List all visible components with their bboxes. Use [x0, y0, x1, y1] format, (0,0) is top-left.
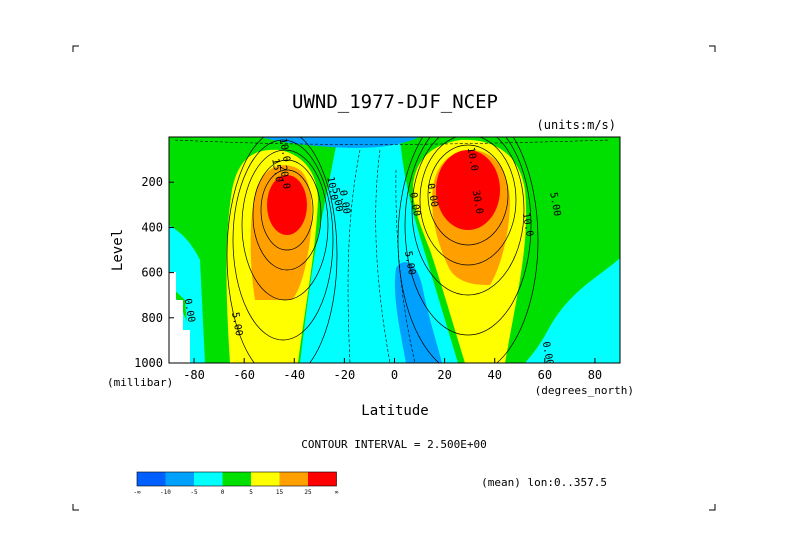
contour-label: 10.0 [465, 146, 480, 172]
y-tick-label: 600 [141, 266, 163, 280]
colorbar-swatch [137, 472, 166, 486]
contour-interval: CONTOUR INTERVAL = 2.500E+00 [301, 438, 486, 451]
crop-marks [72, 45, 716, 511]
contour-label: 5.00 [547, 192, 562, 218]
x-tick-label: 60 [538, 368, 552, 382]
contour-label: 10.0 [520, 212, 535, 238]
colorbar-swatch [222, 472, 251, 486]
x-tick-label: 80 [588, 368, 602, 382]
y-tick-label: 800 [141, 311, 163, 325]
blue-region-upper [260, 137, 420, 148]
x-tick-label: -20 [334, 368, 356, 382]
x-tick-label: 20 [437, 368, 451, 382]
contour-label: 0.00 [425, 183, 440, 209]
contour-label: 10.0 [277, 137, 292, 163]
contour-label: 0.00 [540, 341, 555, 367]
x-tick-label: 0 [391, 368, 398, 382]
colorbar-swatch [194, 472, 223, 486]
colorbar-swatch [308, 472, 337, 486]
colorbar-label: 25 [304, 489, 312, 496]
colorbar-label: -10 [160, 489, 171, 496]
red-core-south [267, 175, 307, 235]
colorbar-swatch [165, 472, 194, 486]
y-tick-label: 400 [141, 220, 163, 234]
colorbar-frame [136, 471, 337, 487]
y-axis-unit: (millibar) [107, 376, 173, 389]
colorbar-label: ∞ [335, 489, 339, 496]
missing-data-patch [169, 272, 190, 363]
colorbar-label: 0 [221, 489, 225, 496]
x-axis-label: Latitude [361, 403, 428, 419]
contour-label: 0.00 [407, 192, 422, 218]
contour-label: 0.00 [181, 298, 196, 324]
x-tick-label: -80 [183, 368, 205, 382]
x-tick-label: 40 [487, 368, 501, 382]
x-tick-label: -40 [283, 368, 305, 382]
contour-label: 5.00 [229, 311, 244, 337]
colorbar-label: 15 [276, 489, 284, 496]
contour-label: 10.0 [324, 176, 339, 202]
contour-label: 5.00 [402, 250, 417, 276]
contour-label: 5.00 [329, 187, 344, 213]
contour-label: 30.0 [470, 189, 485, 215]
y-axis-label: Level [110, 229, 126, 271]
colorbar-swatch [279, 472, 308, 486]
x-axis: -80 -60 -40 -20 0 20 40 60 80 [183, 358, 602, 382]
contour-label: 20.0 [277, 164, 292, 190]
colorbar-swatch [251, 472, 280, 486]
y-tick-label: 200 [141, 175, 163, 189]
contour-label: 0.00 [337, 189, 352, 215]
units-label: (units:m/s) [537, 118, 616, 132]
colorbar-label: -5 [190, 489, 198, 496]
y-tick-label: 1000 [134, 356, 163, 370]
contour-label: 15.0 [269, 158, 284, 184]
green-sliver-west [169, 225, 205, 363]
x-axis-unit: (degrees_north) [535, 384, 634, 397]
colorbar-label: 5 [249, 489, 253, 496]
x-tick-label: -60 [233, 368, 255, 382]
red-core-north [436, 150, 500, 230]
colorbar-label: -∞ [133, 489, 141, 496]
mean-note: (mean) lon:0..357.5 [481, 476, 607, 489]
y-axis: 200 400 600 800 1000 [134, 175, 174, 370]
chart-title: UWND_1977-DJF_NCEP [292, 91, 498, 113]
blue-region-lower [394, 262, 442, 363]
colorbar: -∞ -10 -5 0 5 15 25 ∞ [133, 471, 339, 496]
